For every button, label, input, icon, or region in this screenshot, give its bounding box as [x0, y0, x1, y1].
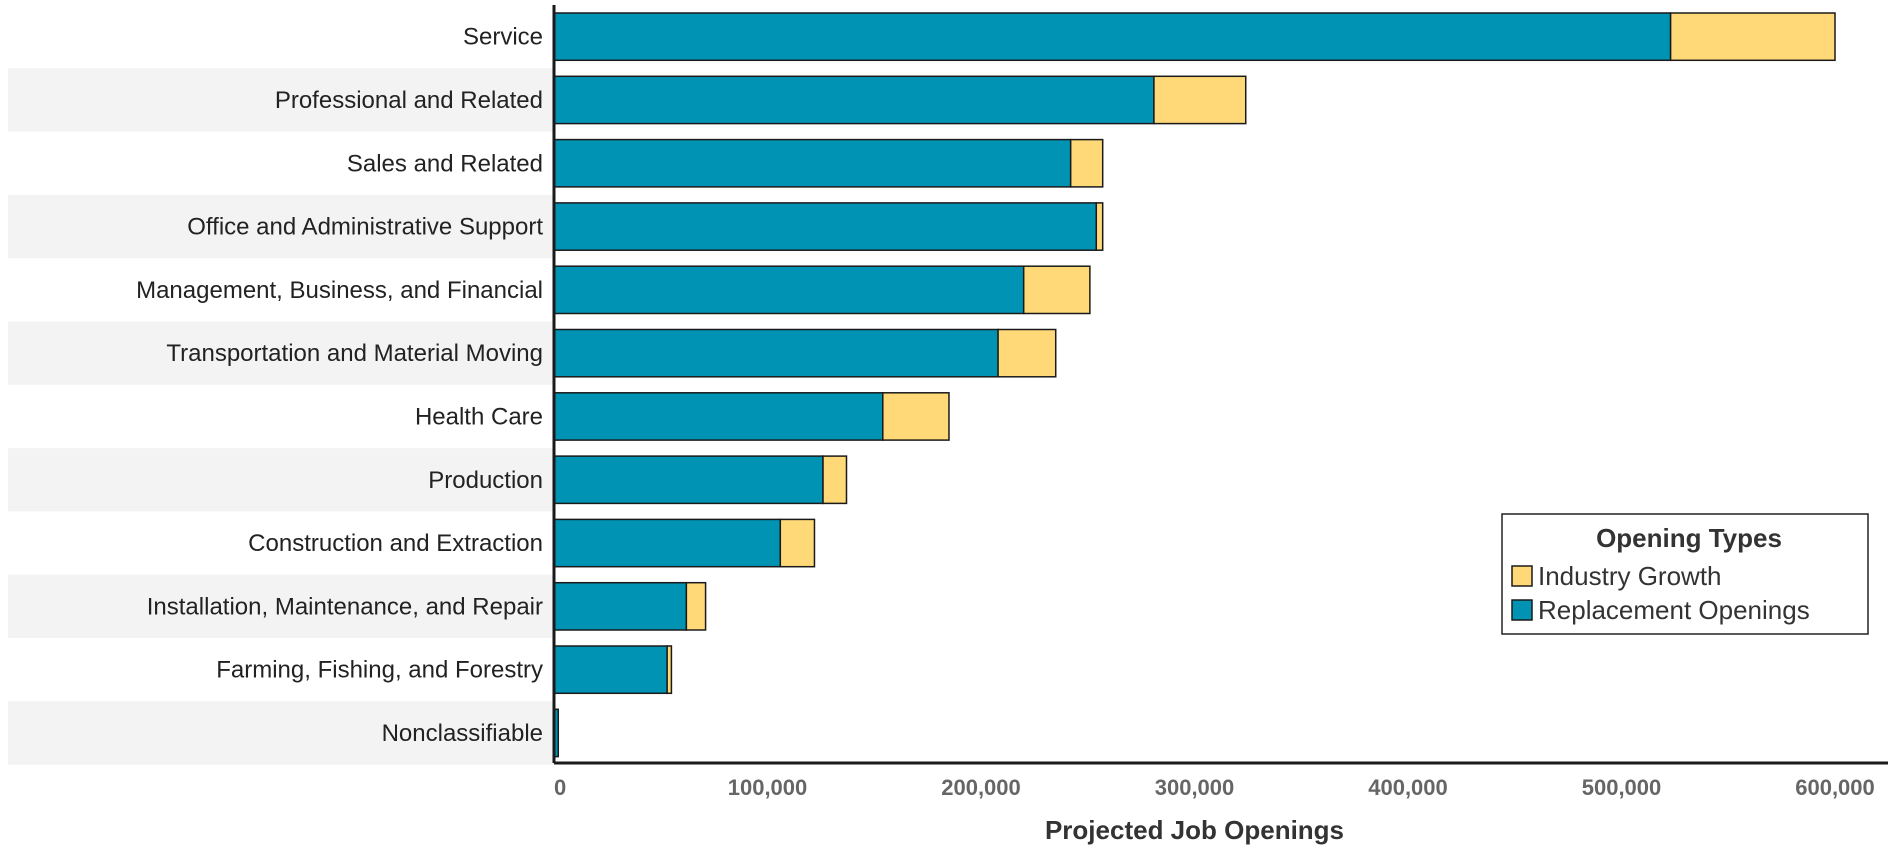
bar-replacement-4 — [553, 265, 1025, 315]
row-band — [8, 701, 554, 765]
category-label: Health Care — [415, 403, 543, 430]
bar-growth-8 — [779, 518, 816, 568]
x-tick-label: 300,000 — [1155, 775, 1235, 800]
category-label: Service — [463, 24, 543, 51]
bar-growth-6 — [882, 392, 950, 441]
category-label: Production — [428, 467, 543, 494]
category-label: Construction and Extraction — [248, 530, 543, 557]
x-tick-label: 100,000 — [728, 775, 808, 800]
bar-growth-0 — [1669, 12, 1836, 62]
bar-replacement-6 — [553, 392, 884, 441]
bar-growth-2 — [1069, 138, 1104, 188]
row-bands — [8, 68, 554, 765]
category-labels: Service Professional and Related Sales and… — [136, 24, 543, 747]
category-label: Farming, Fishing, and Forestry — [216, 657, 543, 684]
legend: Opening Types Industry Growth Replacement… — [1501, 513, 1869, 635]
bar-growth-10 — [666, 645, 673, 695]
row-band — [8, 574, 554, 638]
x-ticks: 0 100,000 200,000 300,000 400,000 500,000 600,… — [554, 775, 1875, 800]
bar-growth-4 — [1022, 265, 1091, 315]
legend-label: Replacement Openings — [1538, 595, 1810, 625]
legend-swatch — [1511, 599, 1533, 621]
bar-growth-5 — [997, 328, 1057, 378]
row-band — [8, 68, 554, 132]
legend-swatch — [1511, 565, 1533, 587]
x-tick-label: 200,000 — [941, 775, 1021, 800]
row-band — [8, 448, 554, 512]
bar-replacement-7 — [553, 455, 824, 505]
legend-label: Industry Growth — [1538, 561, 1722, 591]
row-band — [8, 194, 554, 259]
category-label: Professional and Related — [275, 87, 543, 114]
category-label: Management, Business, and Financial — [136, 277, 543, 304]
bar-replacement-10 — [553, 645, 668, 695]
legend-items: Industry Growth Replacement Openings — [1511, 561, 1810, 625]
bar-replacement-8 — [553, 518, 782, 568]
x-tick-label: 0 — [554, 775, 566, 800]
bar-replacement-0 — [553, 12, 1672, 62]
bar-replacement-1 — [553, 75, 1155, 125]
axes-group — [552, 5, 1888, 765]
x-tick-label: 600,000 — [1795, 775, 1875, 800]
bar-replacement-3 — [553, 202, 1098, 251]
category-label: Nonclassifiable — [382, 720, 543, 747]
legend-title: Opening Types — [1596, 523, 1782, 553]
bar-replacement-5 — [553, 328, 999, 378]
x-tick-label: 500,000 — [1582, 775, 1662, 800]
bar-replacement-9 — [553, 581, 688, 631]
category-label: Transportation and Material Moving — [166, 340, 543, 367]
bar-growth-7 — [822, 455, 848, 505]
category-label: Office and Administrative Support — [187, 214, 543, 241]
x-axis-title: Projected Job Openings — [1045, 815, 1344, 845]
bar-growth-9 — [685, 581, 707, 631]
bar-growth-1 — [1153, 75, 1247, 125]
row-band — [8, 321, 554, 385]
x-tick-label: 400,000 — [1368, 775, 1448, 800]
category-label: Sales and Related — [347, 150, 543, 177]
bars-group — [553, 12, 1836, 758]
bar-replacement-2 — [553, 138, 1072, 188]
legend-box — [1501, 513, 1869, 635]
bar-growth-3 — [1095, 202, 1104, 251]
category-label: Installation, Maintenance, and Repair — [147, 593, 543, 620]
